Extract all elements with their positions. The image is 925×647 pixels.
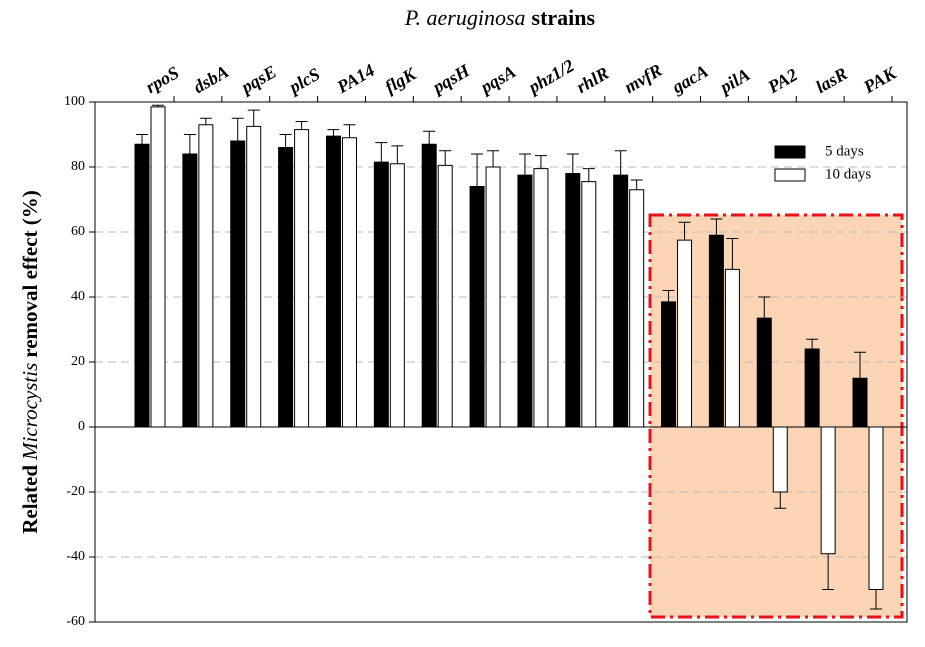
bar — [756, 317, 772, 428]
bar — [421, 143, 437, 428]
bar — [517, 174, 533, 428]
ylabel-part: removal effect (%) — [18, 190, 42, 358]
bar — [134, 143, 150, 428]
bar — [565, 173, 581, 428]
bar — [230, 140, 246, 428]
legend-swatch — [774, 168, 806, 182]
ylabel-italic: Microcystis — [18, 363, 42, 461]
bar — [852, 377, 868, 428]
bar — [804, 348, 820, 428]
x-tick-label: rhlR — [573, 63, 612, 97]
bar — [868, 426, 884, 590]
x-tick-label: gacA — [668, 61, 712, 98]
x-tick-label: pqsA — [475, 61, 519, 98]
bar — [469, 186, 485, 428]
bar — [437, 164, 453, 428]
y-tick-label: 0 — [78, 419, 85, 434]
y-tick-label: 20 — [71, 354, 85, 369]
bar — [724, 268, 740, 428]
bar — [341, 137, 357, 428]
bar — [278, 147, 294, 428]
x-tick-label: lasR — [812, 63, 851, 97]
x-tick-label: pqsH — [428, 60, 474, 98]
x-tick-label: phz1/2 — [523, 55, 577, 98]
bar — [198, 124, 214, 428]
x-tick-label: pqsE — [236, 61, 280, 98]
x-tick-label: dsbA — [190, 61, 232, 97]
title-italic: P. aeruginosa — [404, 5, 526, 30]
bar — [373, 161, 389, 428]
chart-title: P. aeruginosa strains — [404, 5, 596, 30]
bar — [772, 426, 788, 493]
bar — [389, 163, 405, 428]
legend-label: 5 days — [825, 143, 864, 159]
bar — [677, 239, 693, 428]
x-tick-label: mvfR — [621, 60, 666, 97]
x-tick-label: pilA — [715, 64, 754, 98]
bar — [294, 129, 310, 428]
bar — [629, 189, 645, 428]
y-tick-label: 40 — [71, 289, 85, 304]
bar — [613, 174, 629, 428]
bar — [533, 168, 549, 428]
bar — [150, 106, 166, 428]
y-tick-label: 60 — [71, 224, 85, 239]
y-axis-label: Related Microcystis removal effect (%) — [18, 190, 42, 534]
bar — [820, 426, 836, 555]
plot-frame — [94, 101, 908, 623]
y-tick-label: -20 — [66, 484, 85, 499]
ylabel-part: Related — [18, 465, 42, 534]
x-tick-label: rpoS — [142, 62, 182, 97]
x-tick-label: plcS — [284, 64, 323, 98]
y-tick-label: -40 — [66, 549, 85, 564]
title-rest: strains — [532, 5, 596, 30]
y-tick-label: -60 — [66, 614, 85, 629]
x-tick-label: PA2 — [763, 64, 800, 97]
x-tick-label: PAK — [859, 62, 901, 98]
bar — [708, 234, 724, 428]
bar — [485, 166, 501, 428]
bar — [325, 135, 341, 428]
bar — [246, 125, 262, 428]
legend-label: 10 days — [825, 166, 871, 182]
bar — [581, 181, 597, 428]
bar — [661, 301, 677, 428]
y-tick-label: 100 — [64, 94, 85, 109]
bar — [182, 153, 198, 428]
y-tick-label: 80 — [71, 159, 85, 174]
x-tick-label: flgK — [381, 63, 420, 97]
x-tick-label: PA14 — [333, 60, 378, 98]
legend-swatch — [774, 145, 806, 159]
